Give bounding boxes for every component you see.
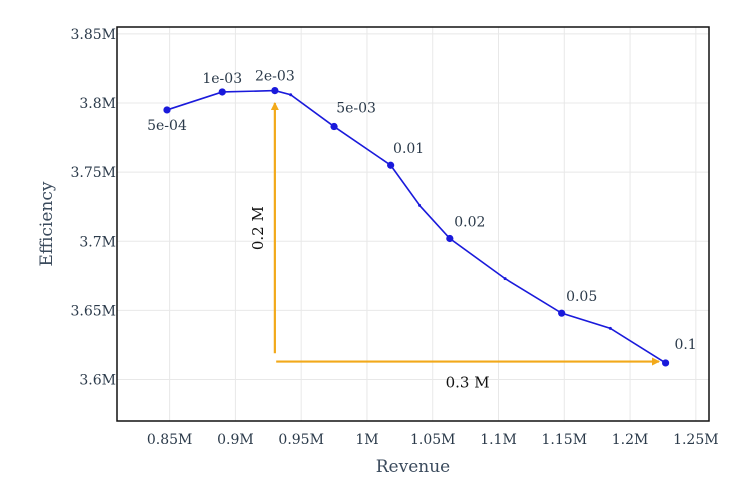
point-label: 0.02 (454, 215, 485, 231)
x-tick-label: 1.2M (612, 432, 649, 448)
x-tick-label: 1.25M (673, 432, 719, 448)
annotation-label: 0.3 M (446, 374, 490, 392)
data-point (163, 106, 171, 114)
y-axis-ticks: 3.6M 3.65M 3.7M 3.75M 3.8M 3.85M (70, 27, 116, 389)
y-tick-label: 3.6M (79, 373, 116, 389)
y-axis-title: Efficiency (37, 181, 57, 266)
x-tick-label: 0.9M (217, 432, 254, 448)
data-point (608, 326, 612, 330)
series-line: 5e-04 1e-03 2e-03 5e-03 0.01 0.02 0.05 0.1 (147, 69, 697, 367)
point-label: 0.05 (566, 289, 597, 305)
data-point (558, 309, 566, 317)
data-point (446, 234, 454, 243)
x-tick-label: 1M (355, 432, 378, 448)
point-label: 0.1 (674, 337, 696, 353)
x-tick-label: 0.95M (278, 432, 324, 448)
grid (117, 27, 709, 421)
x-tick-label: 1.1M (480, 432, 517, 448)
point-label: 1e-03 (202, 71, 242, 87)
data-point (271, 86, 279, 95)
x-axis-title: Revenue (376, 457, 450, 477)
data-point (503, 277, 507, 281)
x-axis-ticks: 0.85M 0.9M 0.95M 1M 1.05M 1.1M 1.15M 1.2M 1.25M (147, 432, 719, 448)
data-point (289, 93, 293, 97)
plot-frame (116, 26, 710, 422)
y-tick-label: 3.7M (79, 234, 116, 250)
data-point (330, 122, 338, 131)
x-tick-label: 1.15M (542, 432, 588, 448)
y-tick-label: 3.75M (70, 165, 116, 181)
point-label: 5e-04 (147, 118, 187, 134)
point-label: 0.01 (393, 141, 424, 157)
x-tick-label: 0.85M (147, 432, 193, 448)
x-tick-label: 1.05M (410, 432, 456, 448)
point-label: 5e-03 (336, 101, 376, 117)
data-point (661, 359, 670, 367)
data-point (387, 161, 395, 169)
data-point (418, 203, 422, 207)
arrow-annotations: 0.2 M 0.3 M (249, 102, 661, 392)
y-tick-label: 3.8M (79, 96, 116, 112)
data-point (218, 88, 226, 96)
series-path (166, 89, 667, 364)
y-tick-label: 3.65M (70, 303, 116, 319)
y-tick-label: 3.85M (70, 27, 116, 43)
point-label: 2e-03 (255, 69, 295, 85)
annotation-label: 0.2 M (249, 206, 267, 250)
